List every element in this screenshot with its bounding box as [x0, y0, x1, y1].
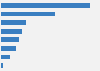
Bar — [1, 46, 16, 51]
Bar — [1, 20, 26, 25]
Bar — [1, 29, 22, 34]
Bar — [1, 37, 19, 42]
Bar — [1, 55, 10, 59]
Bar — [1, 12, 55, 16]
Bar — [1, 63, 3, 68]
Bar — [1, 3, 90, 8]
